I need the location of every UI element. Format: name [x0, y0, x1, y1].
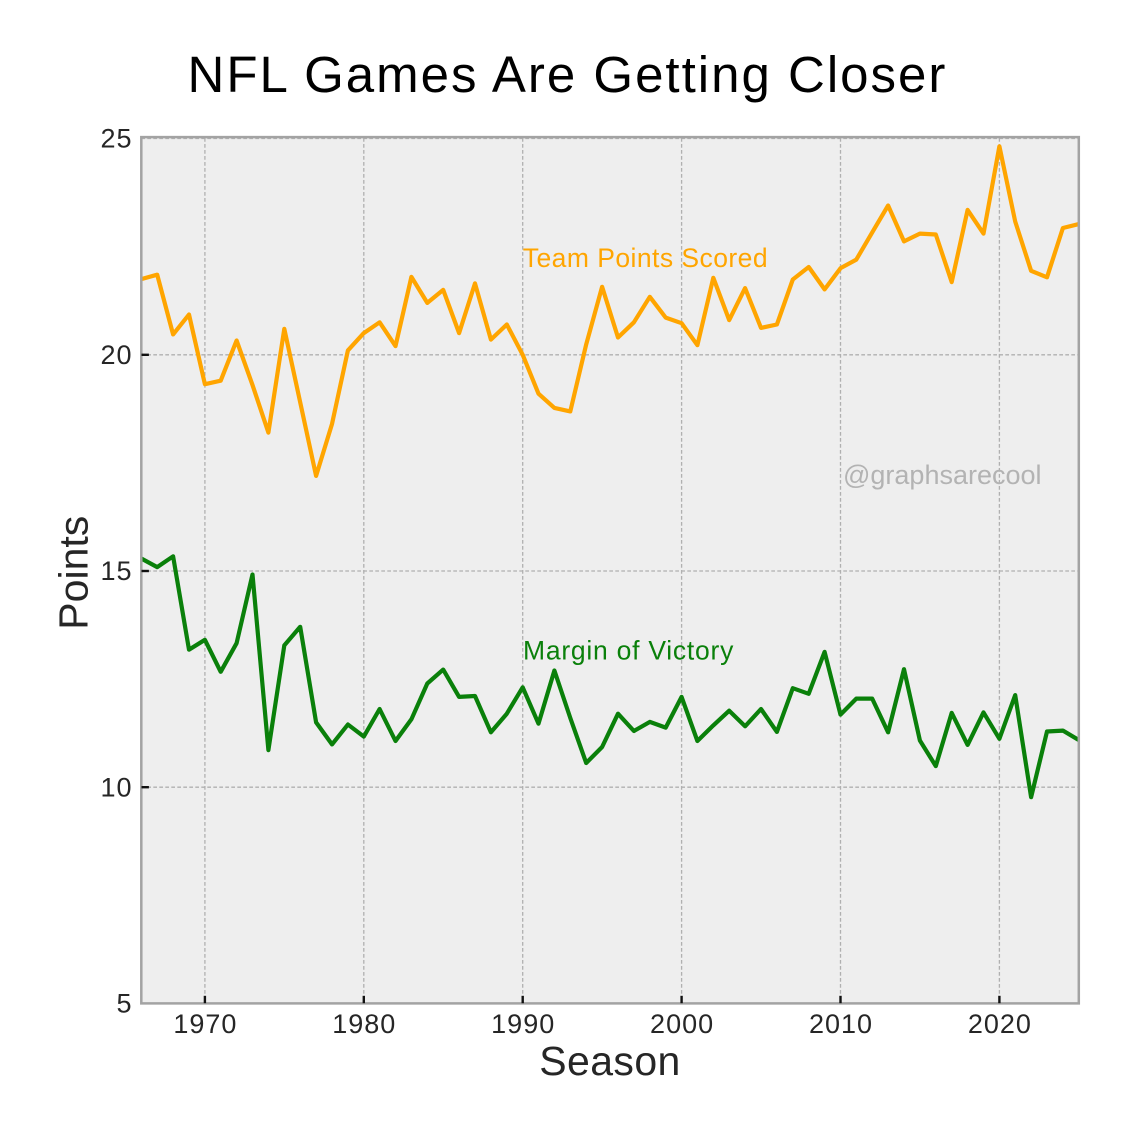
svg-text:@graphsarecool: @graphsarecool	[843, 460, 1042, 490]
svg-text:10: 10	[100, 772, 132, 802]
svg-text:2010: 2010	[809, 1009, 873, 1039]
svg-text:1970: 1970	[173, 1009, 237, 1039]
svg-text:1990: 1990	[491, 1009, 555, 1039]
svg-text:NFL Games Are Getting Closer: NFL Games Are Getting Closer	[188, 46, 948, 103]
svg-text:20: 20	[100, 340, 132, 370]
svg-text:Margin of Victory: Margin of Victory	[523, 636, 734, 666]
svg-text:15: 15	[100, 556, 132, 586]
svg-text:25: 25	[100, 124, 132, 154]
svg-text:5: 5	[116, 989, 132, 1019]
svg-text:2000: 2000	[650, 1009, 714, 1039]
svg-text:1980: 1980	[332, 1009, 396, 1039]
svg-text:Season: Season	[539, 1038, 680, 1084]
svg-text:Team Points Scored: Team Points Scored	[523, 243, 768, 273]
svg-text:2020: 2020	[968, 1009, 1032, 1039]
svg-text:Points: Points	[50, 516, 96, 630]
